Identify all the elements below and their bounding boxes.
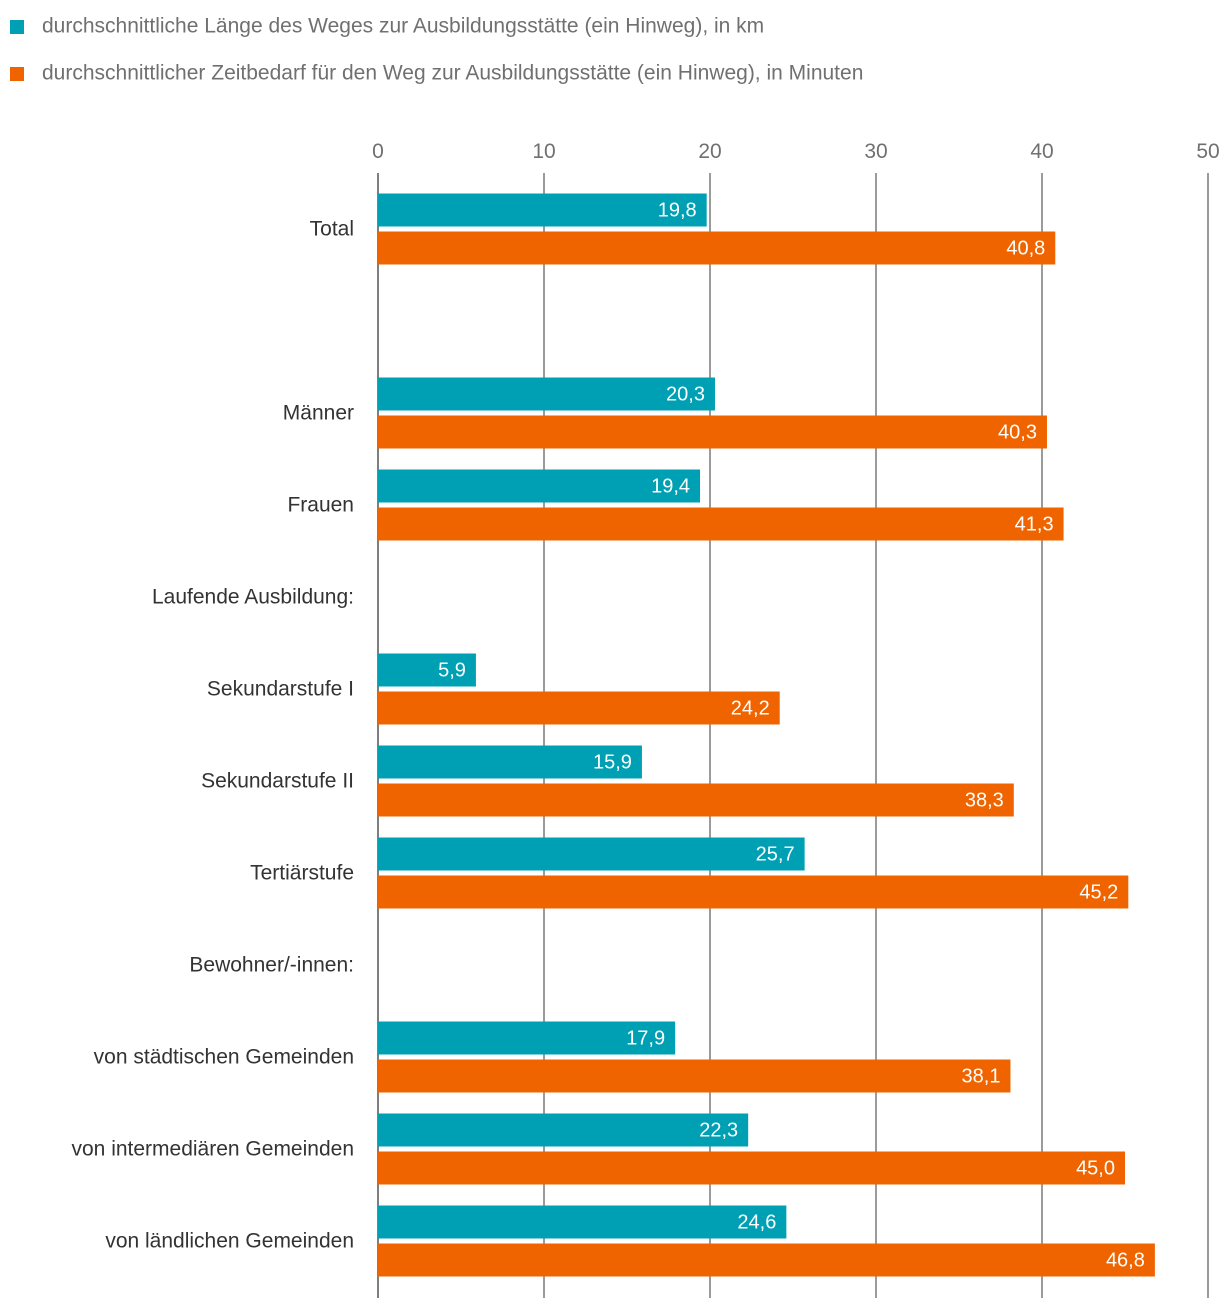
bar-series-1 <box>378 231 1056 265</box>
legend-swatch-0 <box>10 20 24 34</box>
x-tick-label: 50 <box>1196 140 1219 163</box>
data-label: 45,2 <box>1079 881 1118 903</box>
data-label: 15,9 <box>593 751 632 773</box>
bar-series-0 <box>378 1021 676 1055</box>
x-tick-label: 10 <box>532 140 555 163</box>
x-tick-label: 20 <box>698 140 721 163</box>
bar-series-1 <box>378 691 780 725</box>
legend-label-1: durchschnittlicher Zeitbedarf für den We… <box>42 62 863 85</box>
bar-series-0 <box>378 193 707 227</box>
bar-series-1 <box>378 875 1129 909</box>
category-label: von städtischen Gemeinden <box>94 1046 354 1069</box>
data-label: 40,8 <box>1006 237 1045 259</box>
data-label: 25,7 <box>756 843 795 865</box>
data-label: 45,0 <box>1076 1157 1115 1179</box>
data-label: 40,3 <box>998 421 1037 443</box>
x-tick-label: 30 <box>864 140 887 163</box>
category-label: Total <box>310 218 354 241</box>
data-label: 22,3 <box>699 1119 738 1141</box>
category-label: Frauen <box>287 494 354 517</box>
bar-series-0 <box>378 377 715 411</box>
data-label: 19,8 <box>658 199 697 221</box>
category-label: Tertiärstufe <box>250 862 354 885</box>
bar-series-0 <box>378 653 476 687</box>
data-label: 20,3 <box>666 383 705 405</box>
category-label: Männer <box>283 402 354 425</box>
data-label: 5,9 <box>438 659 466 681</box>
data-label: 46,8 <box>1106 1249 1145 1271</box>
legend-swatch-1 <box>10 67 24 81</box>
bar-series-0 <box>378 745 642 779</box>
bar-series-1 <box>378 507 1064 541</box>
category-label: Sekundarstufe I <box>207 678 354 701</box>
x-tick-label: 0 <box>372 140 384 163</box>
data-label: 41,3 <box>1015 513 1054 535</box>
bar-series-0 <box>378 837 805 871</box>
category-label: Bewohner/-innen: <box>189 954 354 977</box>
category-label: von intermediären Gemeinden <box>72 1138 355 1161</box>
data-label: 19,4 <box>651 475 690 497</box>
data-label: 38,1 <box>962 1065 1001 1087</box>
x-tick-label: 40 <box>1030 140 1053 163</box>
bar-series-0 <box>378 469 701 503</box>
legend-label-0: durchschnittliche Länge des Weges zur Au… <box>42 15 764 38</box>
bar-series-1 <box>378 1059 1011 1093</box>
data-label: 24,6 <box>737 1211 776 1233</box>
bar-series-1 <box>378 1243 1155 1277</box>
category-label: Sekundarstufe II <box>201 770 354 793</box>
data-label: 38,3 <box>965 789 1004 811</box>
bar-series-0 <box>378 1113 749 1147</box>
bar-series-1 <box>378 783 1014 817</box>
bar-series-1 <box>378 1151 1125 1185</box>
bar-series-0 <box>378 1205 787 1239</box>
bar-series-1 <box>378 415 1047 449</box>
category-label: von ländlichen Gemeinden <box>105 1230 354 1253</box>
data-label: 17,9 <box>626 1027 665 1049</box>
category-label: Laufende Ausbildung: <box>152 586 354 609</box>
data-label: 24,2 <box>731 697 770 719</box>
